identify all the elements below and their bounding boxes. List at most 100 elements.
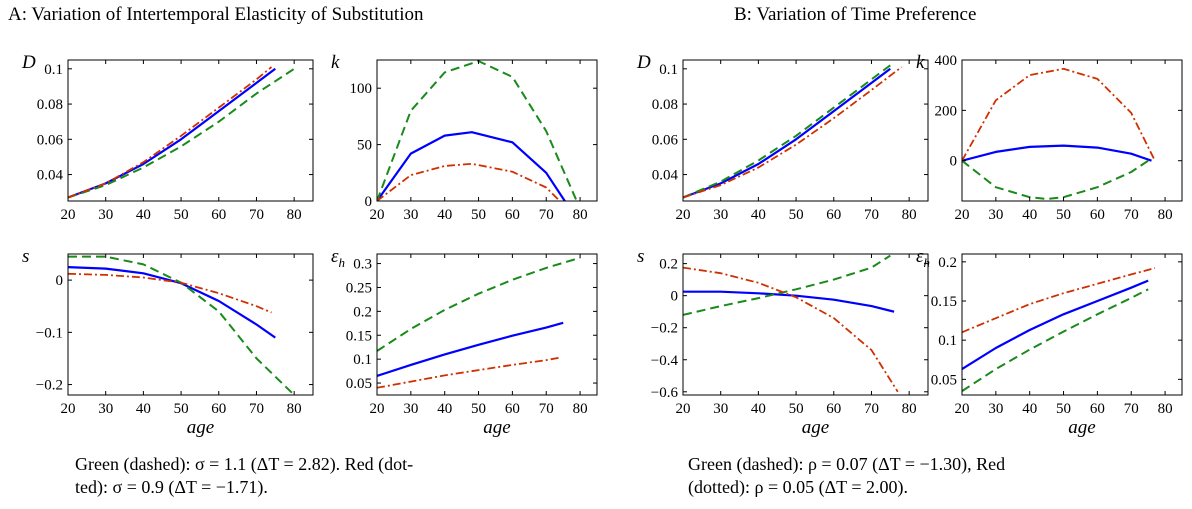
x-tick-label: 50 bbox=[789, 401, 804, 417]
plot-frame bbox=[67, 59, 314, 202]
x-tick-label: 40 bbox=[136, 207, 151, 223]
y-tick-label: 0 bbox=[56, 273, 64, 289]
caption-b-line1: Green (dashed): ρ = 0.07 (ΔT = −1.30), R… bbox=[688, 454, 1006, 474]
x-tick-label: 70 bbox=[539, 207, 554, 223]
x-tick-label: 80 bbox=[1158, 207, 1173, 223]
x-tick-label: 20 bbox=[955, 401, 970, 417]
series-green-line bbox=[68, 67, 295, 199]
y-tick-label: 200 bbox=[935, 103, 958, 119]
x-tick-label: 60 bbox=[505, 401, 520, 417]
x-axis-label: age bbox=[802, 417, 829, 438]
series-green-line bbox=[377, 60, 578, 201]
subplot-a-1: 20 30 40 50 60 70 80 0.04 0.06 0.08 0.1 D bbox=[21, 52, 314, 223]
series-baseline-line bbox=[962, 279, 1149, 371]
series-green-line bbox=[377, 256, 581, 352]
caption-a-line1: Green (dashed): σ = 1.1 (ΔT = 2.82). Red… bbox=[75, 454, 414, 474]
series-red-line bbox=[962, 267, 1156, 334]
y-tick-label: 0.04 bbox=[652, 168, 679, 184]
x-tick-label: 70 bbox=[864, 207, 879, 223]
x-tick-label: 80 bbox=[902, 207, 917, 223]
y-tick-label: −0.2 bbox=[651, 321, 678, 337]
x-tick-label: 80 bbox=[573, 207, 588, 223]
x-tick-label: 40 bbox=[751, 207, 766, 223]
x-tick-label: 50 bbox=[174, 401, 189, 417]
y-tick-label: 0.3 bbox=[353, 257, 372, 273]
subplot-a-3: 20 30 40 50 60 70 80 −0.2 −0.1 0 s age bbox=[22, 246, 314, 438]
series-baseline-line bbox=[377, 131, 566, 201]
y-tick-label: 0 bbox=[365, 194, 373, 210]
series-baseline-line bbox=[683, 67, 891, 199]
x-tick-label: 30 bbox=[988, 401, 1003, 417]
y-tick-label: 0.08 bbox=[37, 97, 63, 113]
x-tick-label: 30 bbox=[403, 207, 418, 223]
series-red-line bbox=[377, 356, 560, 389]
y-tick-label: 0.06 bbox=[652, 132, 679, 148]
x-tick-label: 30 bbox=[988, 207, 1003, 223]
y-tick-label: 0 bbox=[671, 289, 679, 305]
x-tick-label: 70 bbox=[539, 401, 554, 417]
series-baseline-line bbox=[68, 67, 276, 199]
x-tick-label: 40 bbox=[1022, 401, 1037, 417]
y-tick-label: 0.1 bbox=[659, 62, 678, 78]
caption-a-line2: ted): σ = 0.9 (ΔT = −1.71). bbox=[75, 477, 268, 497]
subplot-b-4: 20 30 40 50 60 70 80 0.05 0.1 0.15 0.2 εh age bbox=[916, 246, 1183, 438]
x-tick-label: 20 bbox=[370, 401, 385, 417]
x-tick-label: 40 bbox=[136, 401, 151, 417]
y-tick-label: 0.2 bbox=[353, 304, 372, 320]
subplot-b-3: 20 30 40 50 60 70 80 −0.6 −0.4 −0.2 0 0.2 s age bbox=[637, 246, 929, 438]
x-tick-label: 60 bbox=[826, 207, 841, 223]
x-tick-label: 60 bbox=[211, 207, 226, 223]
caption-b-line2: (dotted): ρ = 0.05 (ΔT = 2.00). bbox=[688, 477, 908, 497]
panel-a-title: A: Variation of Intertemporal Elasticity… bbox=[8, 4, 424, 25]
series-red-line bbox=[962, 67, 1156, 162]
x-tick-label: 20 bbox=[61, 401, 76, 417]
x-tick-label: 60 bbox=[505, 207, 520, 223]
y-tick-label: 0.06 bbox=[37, 132, 64, 148]
x-tick-label: 70 bbox=[1124, 401, 1139, 417]
x-tick-label: 40 bbox=[751, 401, 766, 417]
x-tick-label: 30 bbox=[713, 401, 728, 417]
series-baseline-line bbox=[377, 321, 564, 377]
y-axis-label: k bbox=[916, 52, 925, 73]
x-tick-label: 70 bbox=[864, 401, 879, 417]
x-tick-label: 60 bbox=[1090, 401, 1105, 417]
y-tick-label: 0.15 bbox=[346, 328, 372, 344]
y-tick-label: 0.2 bbox=[938, 255, 957, 271]
x-tick-label: 80 bbox=[287, 207, 302, 223]
y-tick-label: 0.08 bbox=[652, 97, 678, 113]
x-tick-label: 40 bbox=[1022, 207, 1037, 223]
series-red-line bbox=[377, 162, 561, 201]
x-tick-label: 40 bbox=[437, 401, 452, 417]
y-tick-label: 0.04 bbox=[37, 168, 64, 184]
y-tick-label: 0.1 bbox=[353, 352, 372, 368]
plot-frame bbox=[682, 59, 929, 202]
y-tick-label: 400 bbox=[935, 53, 958, 69]
y-tick-label: −0.2 bbox=[36, 378, 63, 394]
x-tick-label: 20 bbox=[61, 207, 76, 223]
x-tick-label: 50 bbox=[174, 207, 189, 223]
y-tick-label: 0.2 bbox=[659, 257, 678, 273]
y-tick-label: 100 bbox=[350, 81, 373, 97]
caption-a: Green (dashed): σ = 1.1 (ΔT = 2.82). Red… bbox=[75, 453, 615, 499]
y-axis-label: D bbox=[21, 52, 36, 73]
plot-frame bbox=[961, 59, 1183, 202]
series-baseline-line bbox=[962, 144, 1152, 162]
series-green-line bbox=[683, 64, 891, 199]
x-tick-label: 70 bbox=[249, 401, 264, 417]
x-tick-label: 80 bbox=[573, 401, 588, 417]
series-red-line bbox=[68, 272, 272, 314]
series-red-line bbox=[683, 66, 903, 199]
y-axis-label: εh bbox=[331, 246, 345, 270]
y-tick-label: 0.05 bbox=[931, 372, 957, 388]
series-green-line bbox=[962, 288, 1149, 392]
y-tick-label: 0.1 bbox=[938, 333, 957, 349]
series-green-line bbox=[962, 159, 1149, 200]
x-tick-label: 60 bbox=[211, 401, 226, 417]
y-axis-label: D bbox=[636, 52, 651, 73]
x-tick-label: 20 bbox=[676, 401, 691, 417]
y-tick-label: 50 bbox=[357, 138, 372, 154]
subplot-a-4: 20 30 40 50 60 70 80 0.05 0.1 0.15 0.2 0.25 0.3 εh age bbox=[331, 246, 598, 438]
x-tick-label: 50 bbox=[789, 207, 804, 223]
x-tick-label: 30 bbox=[98, 207, 113, 223]
plot-frame bbox=[376, 59, 598, 202]
